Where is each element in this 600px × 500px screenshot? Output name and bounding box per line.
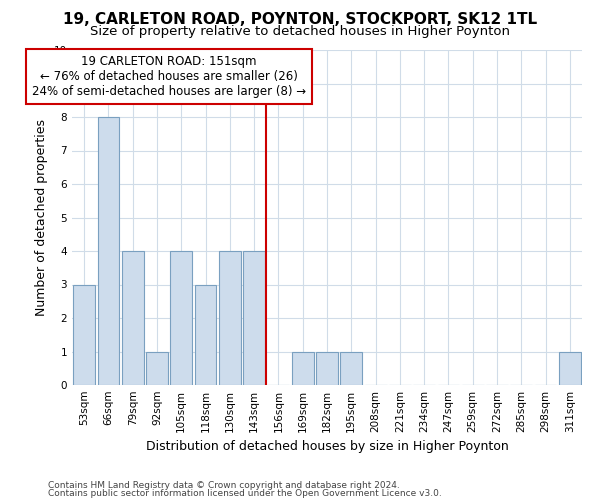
Text: Size of property relative to detached houses in Higher Poynton: Size of property relative to detached ho…: [90, 25, 510, 38]
Bar: [97, 117, 119, 385]
Bar: [170, 251, 192, 385]
Y-axis label: Number of detached properties: Number of detached properties: [35, 119, 49, 316]
Text: Contains HM Land Registry data © Crown copyright and database right 2024.: Contains HM Land Registry data © Crown c…: [48, 481, 400, 490]
Bar: [73, 284, 95, 385]
Bar: [292, 352, 314, 385]
X-axis label: Distribution of detached houses by size in Higher Poynton: Distribution of detached houses by size …: [146, 440, 508, 454]
Text: Contains public sector information licensed under the Open Government Licence v3: Contains public sector information licen…: [48, 488, 442, 498]
Bar: [194, 284, 217, 385]
Text: 19 CARLETON ROAD: 151sqm
← 76% of detached houses are smaller (26)
24% of semi-d: 19 CARLETON ROAD: 151sqm ← 76% of detach…: [32, 56, 306, 98]
Bar: [316, 352, 338, 385]
Bar: [146, 352, 168, 385]
Bar: [340, 352, 362, 385]
Bar: [122, 251, 143, 385]
Bar: [559, 352, 581, 385]
Text: 19, CARLETON ROAD, POYNTON, STOCKPORT, SK12 1TL: 19, CARLETON ROAD, POYNTON, STOCKPORT, S…: [63, 12, 537, 28]
Bar: [243, 251, 265, 385]
Bar: [219, 251, 241, 385]
